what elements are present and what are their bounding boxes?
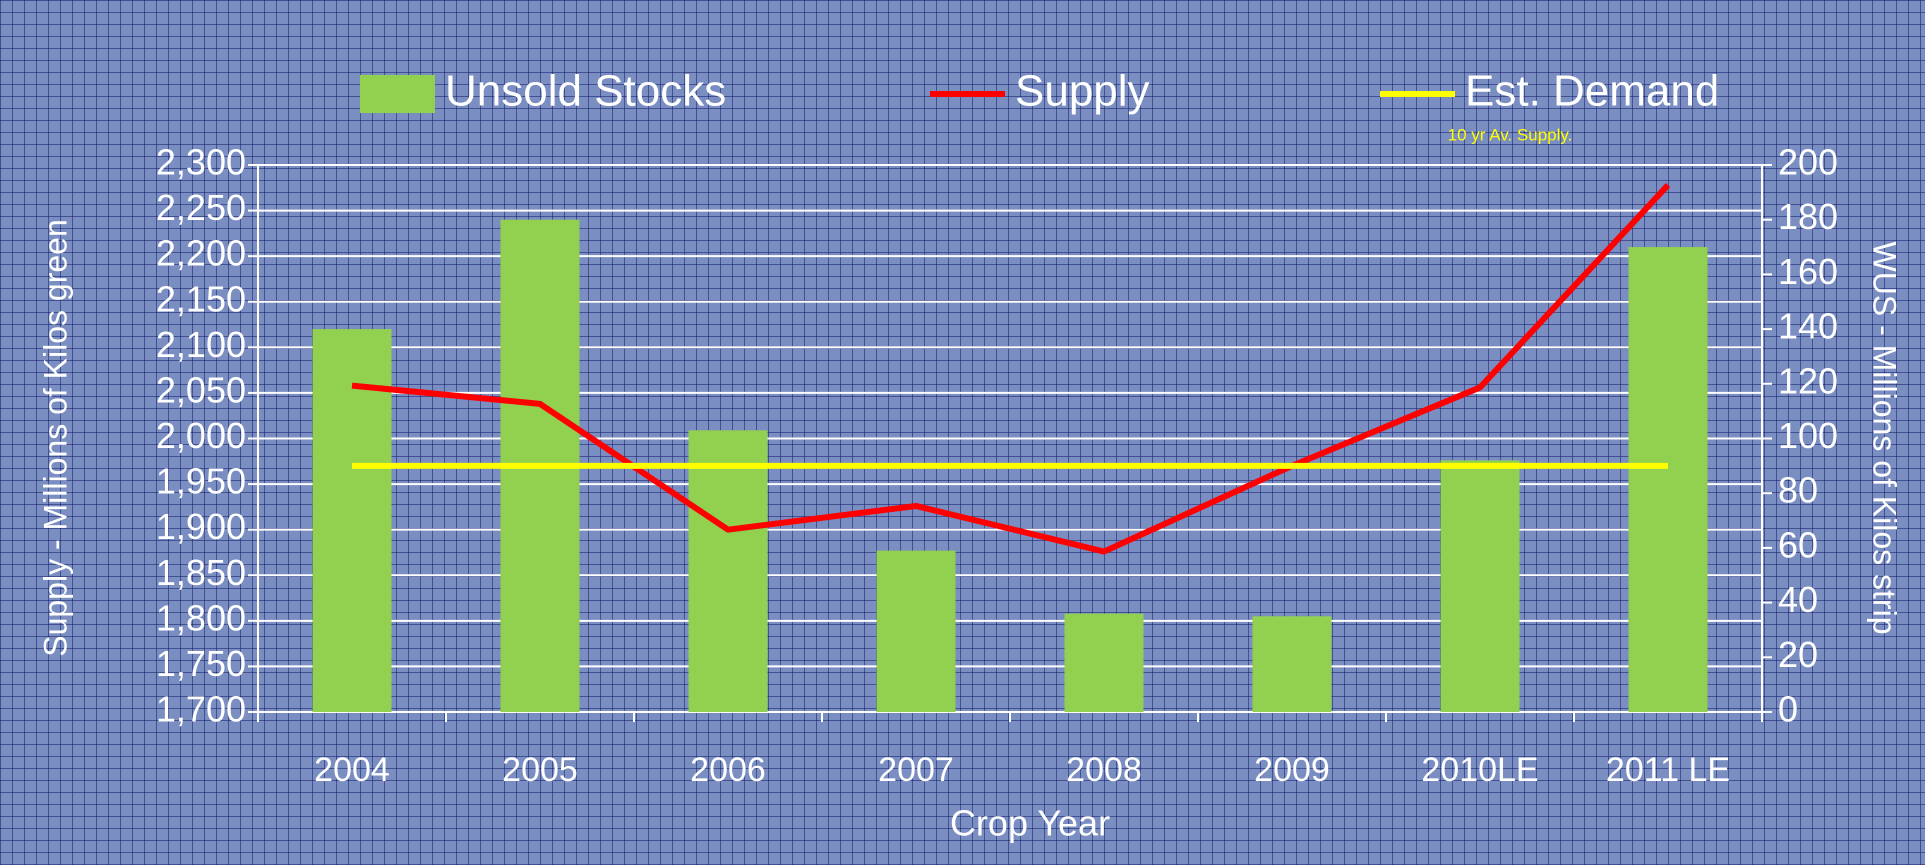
bar [1252, 616, 1332, 712]
y2-tick-label: 100 [1778, 415, 1838, 456]
y2-tick-label: 0 [1778, 689, 1798, 730]
y-tick-label: 1,850 [156, 552, 246, 593]
y2-axis-title: WUS - Millions of Kilos strip [1867, 242, 1903, 635]
y2-tick-label: 140 [1778, 306, 1838, 347]
x-tick-label: 2007 [878, 751, 954, 789]
bar [1440, 460, 1520, 712]
annotation: 10 yr Av. Supply. [1448, 125, 1573, 144]
x-tick-label: 2008 [1066, 751, 1142, 789]
x-tick-label: 2004 [314, 751, 390, 789]
bar [1064, 613, 1144, 712]
y-tick-label: 2,250 [156, 187, 246, 228]
x-tick-label: 2009 [1254, 751, 1330, 789]
y2-tick-label: 80 [1778, 470, 1818, 511]
legend-swatch [360, 75, 435, 113]
y-tick-label: 2,000 [156, 415, 246, 456]
y-tick-label: 2,150 [156, 278, 246, 319]
legend-label: Supply [1015, 67, 1150, 116]
y2-tick-label: 120 [1778, 360, 1838, 401]
y-tick-label: 1,750 [156, 643, 246, 684]
legend-label: Unsold Stocks [445, 67, 726, 116]
y-tick-label: 2,300 [156, 142, 246, 183]
y-tick-label: 1,950 [156, 461, 246, 502]
y2-tick-label: 20 [1778, 634, 1818, 675]
y-tick-label: 2,100 [156, 324, 246, 365]
x-tick-label: 2006 [690, 751, 766, 789]
y-tick-label: 1,700 [156, 689, 246, 730]
x-tick-label: 2010LE [1421, 751, 1538, 789]
y-tick-label: 1,800 [156, 597, 246, 638]
y-tick-label: 2,050 [156, 369, 246, 410]
bar [1628, 247, 1708, 713]
y2-tick-label: 200 [1778, 142, 1838, 183]
y-axis-title: Supply - Millions of Kilos green [37, 219, 73, 657]
legend-label: Est. Demand [1465, 67, 1719, 116]
y-tick-label: 1,900 [156, 506, 246, 547]
bar [312, 329, 392, 712]
x-tick-label: 2005 [502, 751, 578, 789]
y2-tick-label: 160 [1778, 251, 1838, 292]
y2-tick-label: 180 [1778, 196, 1838, 237]
y-tick-label: 2,200 [156, 233, 246, 274]
y2-tick-label: 40 [1778, 579, 1818, 620]
bar [688, 430, 768, 712]
y2-tick-label: 60 [1778, 524, 1818, 565]
x-axis-title: Crop Year [950, 803, 1110, 844]
x-tick-label: 2011 LE [1606, 751, 1730, 789]
bar [876, 550, 956, 712]
line [351, 183, 1671, 555]
